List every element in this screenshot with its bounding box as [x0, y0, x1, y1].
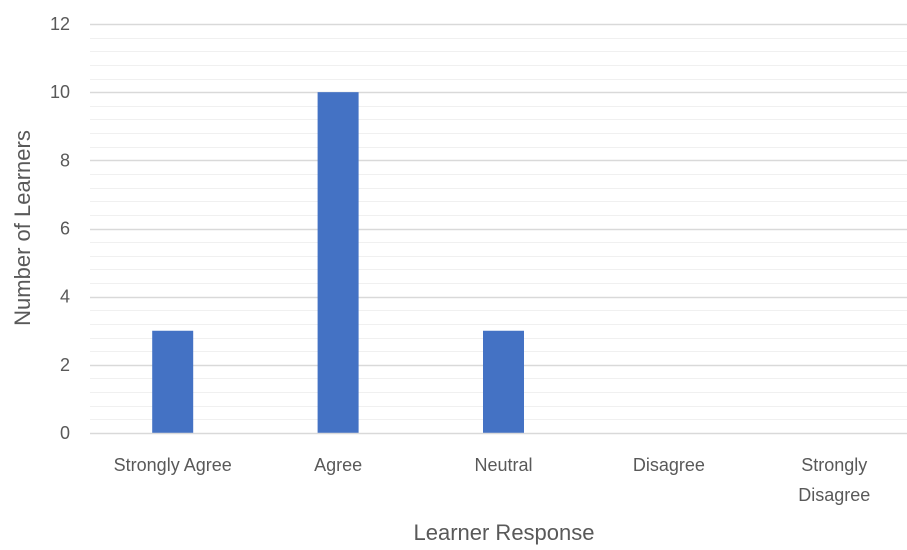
bar [483, 330, 524, 433]
y-tick-label: 2 [60, 355, 70, 375]
bar [317, 92, 359, 434]
x-category-label: Strongly Agree [114, 455, 232, 475]
y-tick-label: 6 [60, 219, 70, 239]
y-tick-label: 0 [60, 423, 70, 443]
y-tick-label: 8 [60, 150, 70, 170]
y-tick-label: 10 [50, 82, 70, 102]
x-category-label: Disagree [633, 455, 705, 475]
y-axis-title: Number of Learners [10, 130, 35, 326]
bar [152, 330, 194, 433]
x-category-label: Agree [314, 455, 362, 475]
y-tick-label: 12 [50, 14, 70, 34]
y-tick-label: 4 [60, 287, 70, 307]
bars [152, 92, 524, 434]
x-category-label: Strongly Disagree [798, 455, 870, 505]
x-axis-title: Learner Response [413, 520, 594, 545]
x-category-label: Neutral [474, 455, 532, 475]
gridlines [90, 23, 907, 420]
x-category-labels: Strongly Agree Agree Neutral Disagree Strong… [114, 455, 871, 505]
y-tick-labels: 0 2 4 6 8 10 12 [50, 14, 70, 443]
